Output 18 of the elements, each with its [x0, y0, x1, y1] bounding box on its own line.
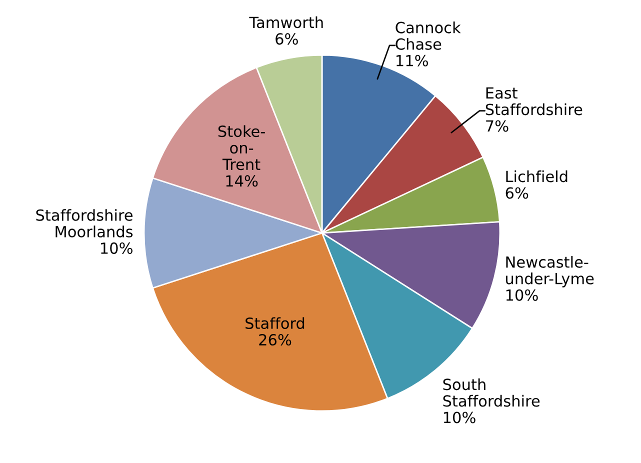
slice-label: Newcastle- under-Lyme: [506, 256, 594, 288]
data-label: 6%: [506, 187, 528, 199]
slice-label: Cannock Chase: [396, 22, 461, 50]
data-label: 10%: [444, 412, 476, 424]
data-label: 26%: [259, 334, 292, 346]
slice-label: Stafford: [246, 317, 304, 330]
data-label: 6%: [276, 33, 298, 45]
slice-label: East Staffordshire: [486, 87, 582, 116]
data-label: 10%: [506, 289, 538, 301]
data-label: 11%: [396, 54, 428, 66]
slice-label: Stoke- on- Trent: [218, 125, 265, 170]
slice-label: Lichfield: [506, 170, 568, 182]
data-label: 10%: [101, 242, 132, 254]
slice-label: South Staffordshire: [443, 378, 540, 407]
slice-label: Tamworth: [249, 16, 323, 28]
slice-label: Staffordshire Moorlands: [36, 209, 133, 238]
data-label: 14%: [226, 175, 258, 187]
data-label: 7%: [486, 120, 508, 132]
